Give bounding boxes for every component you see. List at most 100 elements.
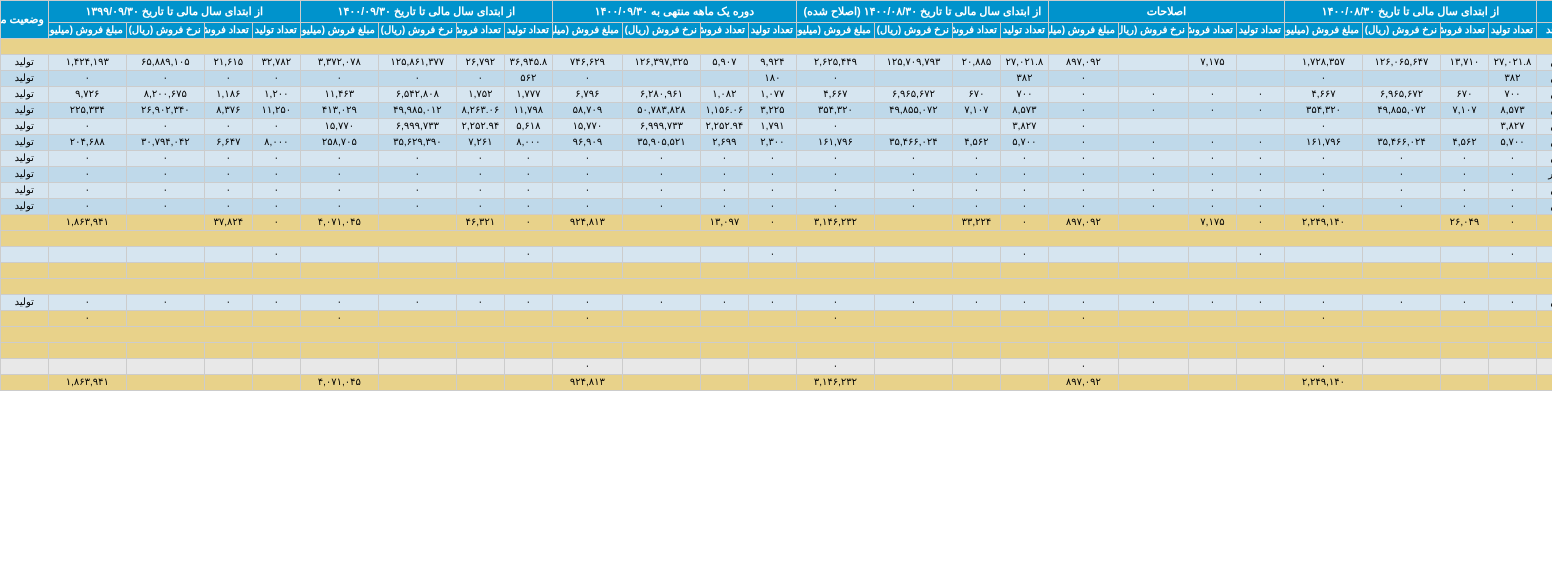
cell: ۰ [915, 183, 985, 199]
cell: ۲,۲۵۲.۹۴ [323, 119, 371, 135]
cell: ۸,۲۰۰,۶۷۵ [0, 87, 71, 103]
cell: ۴,۶۶۷ [1151, 87, 1229, 103]
cell: ۰ [985, 183, 1055, 199]
product-name: شکر تولیدی از شکر خام (کارمزدی) [1442, 295, 1552, 311]
cell: ۸,۵۷۳ [1355, 103, 1403, 119]
cell [1403, 263, 1441, 279]
header-sub: مبلغ فروش (میلیون ریال) [419, 23, 489, 39]
cell: ۰ [71, 199, 119, 215]
cell [323, 311, 371, 327]
cell: ۰ [615, 215, 663, 231]
cell: ۰ [489, 167, 567, 183]
cell [371, 263, 419, 279]
cell: ۰ [119, 71, 167, 87]
header-sub: تعداد تولید [615, 23, 663, 39]
cell: ۰ [489, 199, 567, 215]
cell [985, 71, 1055, 87]
cell: ۰ [867, 199, 915, 215]
cell [0, 263, 71, 279]
cell: ۰ [371, 295, 419, 311]
header-group: از ابتدای سال مالی تا تاریخ ۱۴۰۰/۰۸/۳۰ (… [663, 1, 915, 23]
cell: ۷,۱۷۵ [1055, 55, 1103, 71]
cell: لیتر [1403, 167, 1441, 183]
cell: ۳,۱۴۶,۲۳۲ [663, 375, 741, 391]
cell: ۰ [1055, 151, 1103, 167]
cell [1055, 343, 1103, 359]
product-name: تخفیفات [1442, 359, 1552, 375]
cell [371, 343, 419, 359]
cell: ۰ [663, 359, 741, 375]
cell: ۱۲۵,۷۰۹,۷۹۳ [741, 55, 819, 71]
cell: ۰ [567, 199, 615, 215]
cell: ۰ [167, 311, 245, 327]
cell: ۷۰۰ [867, 87, 915, 103]
cell: ۰ [167, 295, 245, 311]
cell: ۰ [867, 295, 915, 311]
section-label: فروش صادراتی: [0, 231, 1552, 247]
cell: ۶,۲۸۰,۹۶۱ [489, 87, 567, 103]
cell: ۰ [985, 135, 1055, 151]
cell: ۰ [985, 87, 1055, 103]
product-name [1442, 247, 1552, 263]
product-name: ویناس [1442, 183, 1552, 199]
header-sub: نام محصول [1442, 23, 1552, 39]
cell: ۰ [419, 199, 489, 215]
cell: تن [1403, 295, 1441, 311]
product-name: تفاله خشک [1442, 103, 1552, 119]
cell: ۶۷۰ [819, 87, 867, 103]
cell: ۶,۹۶۵,۶۷۲ [1229, 87, 1307, 103]
cell [245, 247, 323, 263]
cell: ۲۶,۰۴۹ [1307, 215, 1355, 231]
cell [0, 247, 71, 263]
cell: ۰ [0, 167, 71, 183]
cell: ۲۷,۰۲۱.۸ [867, 55, 915, 71]
cell: ۰ [1355, 215, 1403, 231]
cell: ۱,۱۵۶.۰۶ [567, 103, 615, 119]
cell: ۰ [867, 247, 915, 263]
cell: ۰ [1355, 151, 1403, 167]
cell [1103, 263, 1151, 279]
cell [915, 247, 985, 263]
cell: ۰ [1151, 151, 1229, 167]
cell: ۰ [119, 167, 167, 183]
header-sub: واحد [1403, 23, 1441, 39]
cell [167, 247, 245, 263]
cell [1229, 343, 1307, 359]
cell: ۵۰,۷۸۳,۸۲۸ [489, 103, 567, 119]
cell [567, 375, 615, 391]
cell [985, 55, 1055, 71]
header-group: از ابتدای سال مالی تا تاریخ ۱۴۰۰/۰۹/۳۰ [167, 1, 419, 23]
cell [0, 375, 71, 391]
cell [985, 375, 1055, 391]
cell: ۲,۲۴۹,۱۴۰ [1151, 215, 1229, 231]
cell [1307, 375, 1355, 391]
cell [615, 343, 663, 359]
cell [1151, 343, 1229, 359]
product-name: جمع فروش صادراتی [1442, 263, 1552, 279]
cell: ۰ [71, 119, 119, 135]
cell [567, 247, 615, 263]
cell [867, 311, 915, 327]
cell [567, 311, 615, 327]
cell [167, 359, 245, 375]
cell [323, 359, 371, 375]
cell: ۰ [245, 71, 323, 87]
cell [0, 359, 71, 375]
cell: ۰ [119, 215, 167, 231]
header-sub: نرخ فروش (ریال) [245, 23, 323, 39]
cell [0, 311, 71, 327]
cell: ۸,۳۷۶ [71, 103, 119, 119]
cell: ۰ [419, 167, 489, 183]
cell: ۱,۷۲۸,۳۵۷ [1151, 55, 1229, 71]
product-name: جمع فروش داخلی [1442, 215, 1552, 231]
cell [71, 375, 119, 391]
cell: ۰ [119, 247, 167, 263]
header-sub: مبلغ فروش (میلیون ریال) [1151, 23, 1229, 39]
cell [985, 215, 1055, 231]
cell: ۲,۳۰۰ [615, 135, 663, 151]
cell: ۲۶,۹۰۲,۳۴۰ [0, 103, 71, 119]
cell: ۰ [0, 199, 71, 215]
cell: ۰ [1355, 295, 1403, 311]
cell: ۰ [1355, 183, 1403, 199]
cell: ۰ [741, 167, 819, 183]
